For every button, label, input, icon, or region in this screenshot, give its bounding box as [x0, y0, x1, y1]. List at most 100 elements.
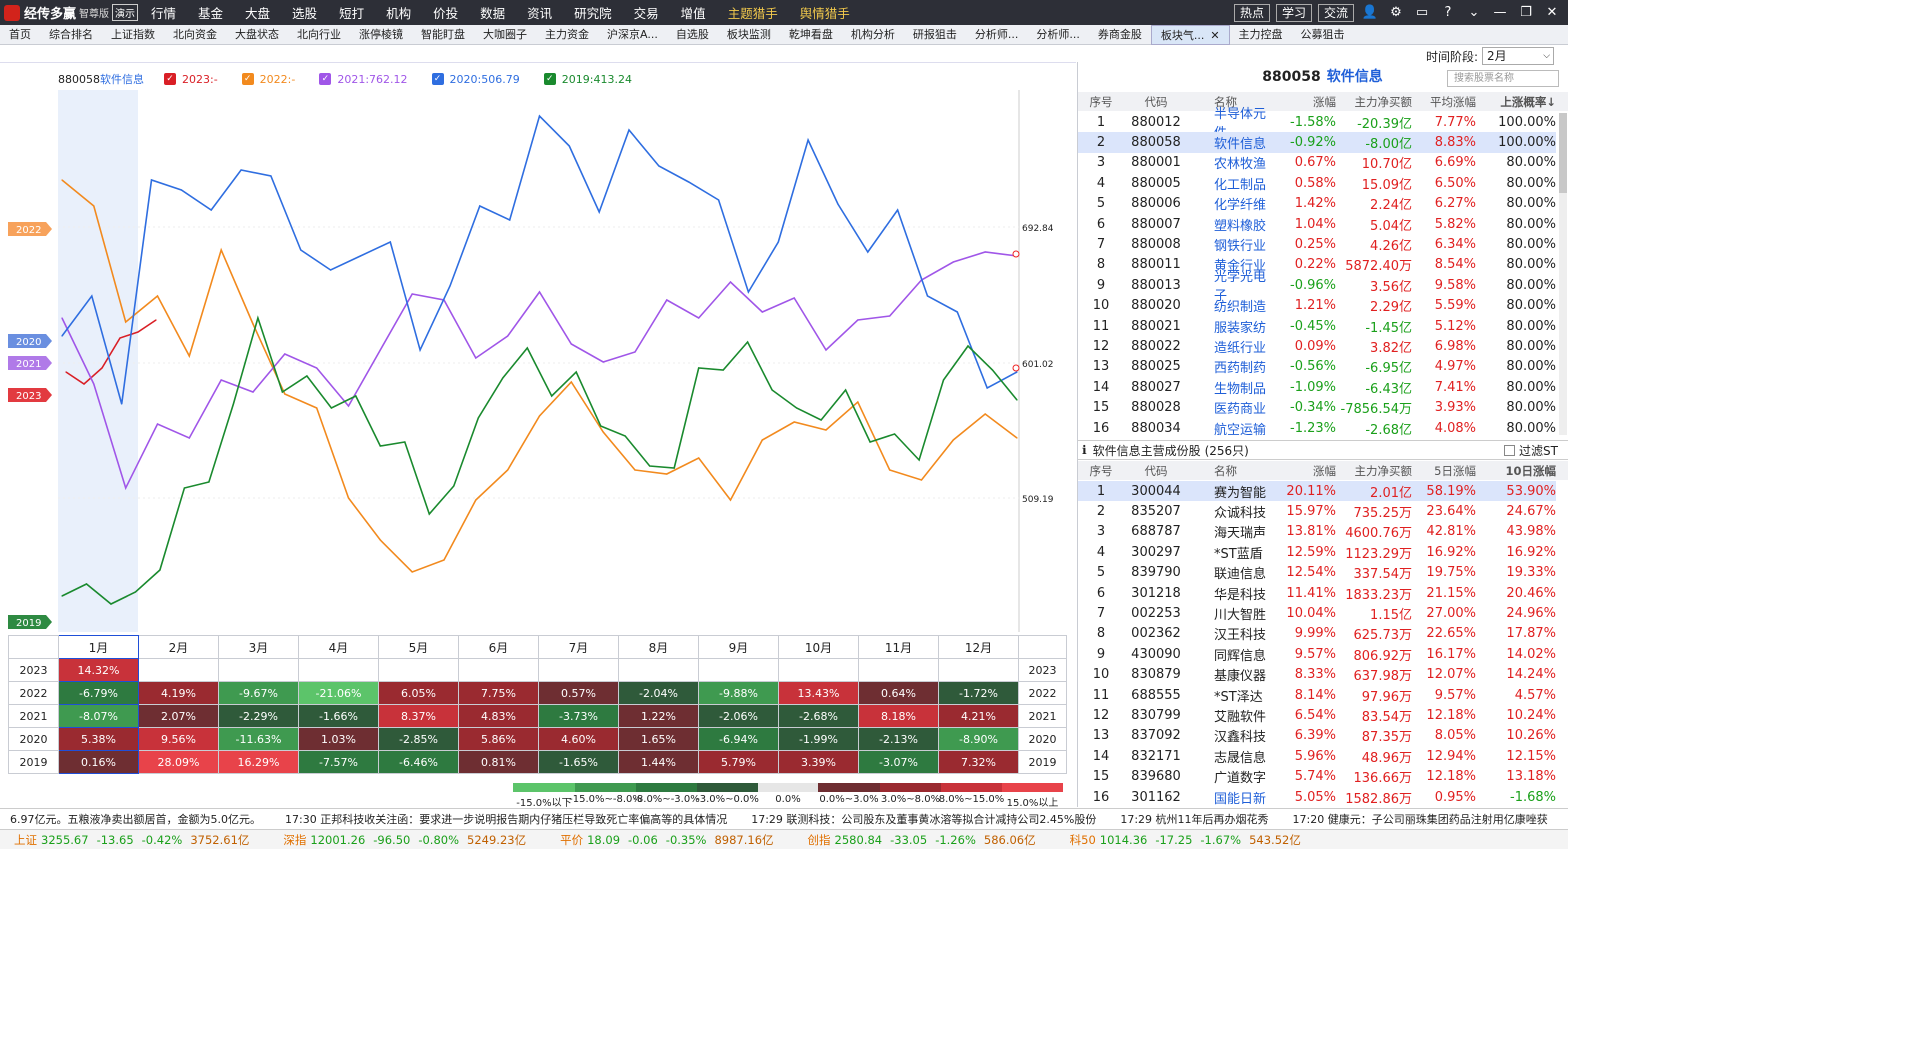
month-header[interactable]: 9月 [698, 635, 779, 659]
column-header[interactable]: 5日涨幅 [1434, 463, 1476, 478]
table-row[interactable]: 9 880013 光学光电子 -0.96% 3.56亿 9.58% 80.00% [1078, 270, 1556, 304]
return-cell[interactable]: -2.04% [618, 681, 699, 705]
nav-item[interactable]: 研究院 [574, 6, 612, 21]
column-header[interactable]: 序号 [1089, 463, 1113, 478]
tab-item[interactable]: 综合排名 [49, 27, 93, 41]
nav-item[interactable]: 增值 [680, 6, 706, 21]
period-select[interactable]: 2月 ⌵ [1482, 47, 1555, 65]
table-row[interactable]: 1 300044 赛为智能 20.11% 2.01亿 58.19% 53.90% [1078, 481, 1556, 502]
news-item[interactable]: 6.97亿元。五粮液净卖出额居首，金额为5.0亿元。 [10, 812, 261, 826]
table-row[interactable]: 11 880021 服装家纺 -0.45% -1.45亿 5.12% 80.00% [1078, 316, 1556, 336]
return-cell[interactable]: -8.07% [58, 704, 139, 728]
minimize-icon[interactable]: — [1493, 5, 1507, 20]
tab-item[interactable]: 主力控盘 [1238, 27, 1283, 41]
legend-item[interactable]: ✓ 2020:506.79 [431, 73, 520, 86]
return-cell[interactable]: -1.99% [778, 727, 859, 751]
return-cell[interactable] [938, 658, 1019, 682]
tab-item[interactable]: 北向行业 [297, 27, 341, 41]
column-header[interactable]: 10日涨幅 [1505, 463, 1556, 478]
checkbox-icon[interactable]: ✓ [543, 73, 556, 85]
nav-item[interactable]: 大盘 [245, 6, 271, 21]
tab-item[interactable]: 上证指数 [111, 27, 155, 41]
tab-item[interactable]: 研报狙击 [912, 27, 957, 41]
tab-item[interactable]: 大盘状态 [235, 27, 279, 41]
table-row[interactable]: 13 880025 西药制药 -0.56% -6.95亿 4.97% 80.00% [1078, 357, 1556, 377]
tab-item[interactable]: 板块气... ✕ [1150, 24, 1230, 45]
column-header[interactable]: 涨幅 [1313, 94, 1336, 109]
column-header[interactable]: 代码 [1144, 94, 1168, 109]
tab-item[interactable]: 大咖圈子 [483, 27, 527, 41]
month-header[interactable]: 3月 [218, 635, 299, 659]
legend-item[interactable]: ✓ 2021:762.12 [319, 73, 408, 86]
return-cell[interactable]: -2.13% [858, 727, 939, 751]
column-header[interactable]: 平均涨幅 [1430, 94, 1476, 109]
return-cell[interactable]: -2.68% [778, 704, 859, 728]
return-cell[interactable]: 0.57% [538, 681, 619, 705]
gear-icon[interactable]: ⚙ [1390, 5, 1402, 20]
table-row[interactable]: 10 880020 纺织制造 1.21% 2.29亿 5.59% 80.00% [1078, 296, 1556, 316]
tab-item[interactable]: 北向资金 [173, 27, 217, 41]
tab-item[interactable]: 主力资金 [545, 27, 589, 41]
communicate-button[interactable]: 交流 [1317, 3, 1354, 22]
return-cell[interactable]: -1.72% [938, 681, 1019, 705]
table-row[interactable]: 16 880034 航空运输 -1.23% -2.68亿 4.08% 80.00% [1078, 418, 1556, 438]
table-row[interactable]: 7 002253 川大智胜 10.04% 1.15亿 27.00% 24.96% [1078, 603, 1556, 623]
table-row[interactable]: 16 301162 国能日新 5.05% 1582.86万 0.95% -1.68% [1078, 787, 1556, 807]
tab-item[interactable]: 券商金股 [1097, 27, 1142, 41]
column-header[interactable]: 名称 [1214, 94, 1237, 109]
table-row[interactable]: 2 880058 软件信息 -0.92% -8.00亿 8.83% 100.00% [1078, 132, 1556, 153]
table-row[interactable]: 15 839680 广道数字 5.74% 136.66万 12.18% 13.18% [1078, 767, 1556, 787]
nav-item[interactable]: 资讯 [527, 6, 553, 21]
return-cell[interactable]: 6.05% [378, 681, 459, 705]
table-row[interactable]: 5 839790 联迪信息 12.54% 337.54万 19.75% 19.33% [1078, 563, 1556, 583]
month-header[interactable]: 8月 [618, 635, 699, 659]
search-input[interactable]: 搜索股票名称 [1447, 70, 1559, 87]
return-cell[interactable]: -9.67% [218, 681, 299, 705]
index-item[interactable]: 平价 18.09 -0.06 -0.35% 8987.16亿 [560, 832, 793, 848]
nav-item[interactable]: 短打 [339, 6, 365, 21]
column-header[interactable]: 上涨概率↓ [1500, 94, 1556, 109]
return-cell[interactable]: 4.21% [938, 704, 1019, 728]
return-cell[interactable]: 14.32% [58, 658, 139, 682]
return-cell[interactable]: -1.65% [538, 750, 619, 774]
table-row[interactable]: 10 830879 基康仪器 8.33% 637.98万 12.07% 14.24% [1078, 665, 1556, 685]
table-row[interactable]: 4 300297 *ST蓝盾 12.59% 1123.29万 16.92% 16.92% [1078, 542, 1556, 562]
return-cell[interactable]: 5.38% [58, 727, 139, 751]
table-row[interactable]: 9 430090 同辉信息 9.57% 806.92万 16.17% 14.02% [1078, 644, 1556, 664]
nav-item[interactable]: 选股 [292, 6, 318, 21]
news-item[interactable]: 17:29 杭州11年后再办烟花秀 [1120, 812, 1269, 826]
nav-item[interactable]: 交易 [633, 6, 659, 21]
tab-item[interactable]: 乾坤看盘 [788, 27, 833, 41]
return-cell[interactable]: 28.09% [138, 750, 219, 774]
nav-item[interactable]: 舆情猎手 [799, 6, 850, 21]
return-cell[interactable]: 0.64% [858, 681, 939, 705]
month-header[interactable]: 7月 [538, 635, 619, 659]
return-cell[interactable]: 7.75% [458, 681, 539, 705]
table-row[interactable]: 5 880006 化学纤维 1.42% 2.24亿 6.27% 80.00% [1078, 194, 1556, 214]
return-cell[interactable]: 5.79% [698, 750, 779, 774]
checkbox-icon[interactable]: ✓ [164, 73, 176, 85]
return-cell[interactable]: -2.29% [218, 704, 299, 728]
user-icon[interactable]: 👤 [1361, 5, 1379, 20]
return-cell[interactable]: -6.79% [58, 681, 139, 705]
hotspot-button[interactable]: 热点 [1233, 3, 1270, 22]
tab-item[interactable]: 沪深京A... [607, 27, 658, 41]
return-cell[interactable]: 9.56% [138, 727, 219, 751]
return-cell[interactable]: 3.39% [778, 750, 859, 774]
table-row[interactable]: 4 880005 化工制品 0.58% 15.09亿 6.50% 80.00% [1078, 173, 1556, 193]
tab-item[interactable]: 自选股 [675, 27, 709, 41]
return-cell[interactable]: 7.32% [938, 750, 1019, 774]
index-item[interactable]: 深指 12001.26 -96.50 -0.80% 5249.23亿 [283, 832, 546, 848]
nav-item[interactable]: 行情 [151, 6, 177, 21]
column-header[interactable]: 代码 [1144, 463, 1168, 478]
table-row[interactable]: 12 880022 造纸行业 0.09% 3.82亿 6.98% 80.00% [1078, 336, 1556, 356]
column-header[interactable]: 主力净买额 [1354, 463, 1413, 478]
nav-item[interactable]: 基金 [198, 6, 224, 21]
close-icon[interactable]: ✕ [1546, 5, 1558, 20]
scrollbar-thumb[interactable] [1559, 113, 1567, 193]
return-cell[interactable]: 8.37% [378, 704, 459, 728]
return-cell[interactable]: 0.16% [58, 750, 139, 774]
column-header[interactable]: 序号 [1089, 94, 1113, 109]
table-row[interactable]: 15 880028 医药商业 -0.34% -7856.54万 3.93% 80.00% [1078, 398, 1556, 418]
legend-item[interactable]: ✓ 2019:413.24 [543, 73, 632, 86]
